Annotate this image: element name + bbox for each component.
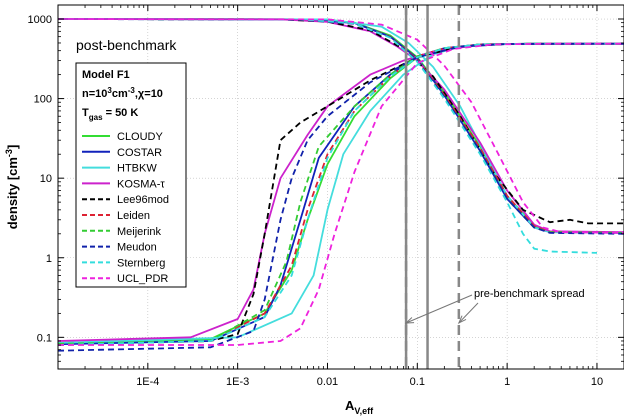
y-tick-label: 10 — [40, 173, 52, 185]
legend-label: COSTAR — [117, 147, 162, 159]
legend-entries: CLOUDY COSTAR HTBKW KOSMA-τ Lee96mod Leiden Me… — [82, 131, 169, 285]
annotation-text: pre-benchmark spread — [474, 288, 585, 300]
series-leiden-fall — [58, 18, 624, 234]
legend-label: KOSMA-τ — [117, 178, 165, 190]
x-tick-label: 1 — [504, 376, 510, 388]
legend-label: Leiden — [117, 210, 150, 222]
legend-label: UCL_PDR — [117, 273, 168, 285]
series-lee96mod-fall — [58, 18, 624, 225]
legend-temperature: Tgas = 50 K — [82, 107, 138, 122]
series-ucl-pdr-rise — [58, 42, 624, 346]
legend-label: Meijerink — [117, 226, 162, 238]
y-axis-title: density [cm-3] — [4, 145, 20, 230]
chart-title: post-benchmark — [76, 37, 177, 53]
annotation-arrowhead — [457, 315, 467, 325]
svg-text:density [cm-3]: density [cm-3] — [4, 145, 20, 230]
y-tick-label: 1 — [46, 253, 52, 265]
x-tick-label: 10 — [591, 376, 603, 388]
legend-density: n=103cm-3,χ=10 — [82, 86, 163, 100]
y-tick-label: 0.1 — [37, 332, 52, 344]
x-tick-label: 0.1 — [410, 376, 425, 388]
series-lines — [58, 18, 624, 352]
vertical-markers — [404, 5, 461, 369]
plot-frame — [57, 4, 624, 370]
x-axis-title: AV,eff — [345, 398, 374, 416]
legend-box — [75, 62, 187, 288]
annotation-arrowhead — [404, 317, 415, 324]
axis-ticks: 1E-4 1E-3 0.01 0.1 1 10 0.1 1 10 100 1000 — [28, 5, 624, 388]
legend-label: Lee96mod — [117, 194, 169, 206]
legend-model: Model F1 — [82, 69, 130, 81]
legend: Model F1 n=103cm-3,χ=10 Tgas = 50 K CLOU… — [75, 62, 187, 288]
series-meudon-fall — [58, 18, 624, 235]
legend-label: Sternberg — [117, 257, 165, 269]
series-sternberg-rise — [58, 42, 624, 346]
x-tick-label: 0.01 — [317, 376, 338, 388]
x-tick-label: 1E-4 — [136, 376, 159, 388]
annotation-arrow — [405, 294, 473, 324]
legend-label: HTBKW — [117, 163, 157, 175]
series-sternberg-fall — [58, 18, 598, 254]
annotation-group: pre-benchmark spread — [404, 288, 585, 325]
series-ucl-pdr-fall — [58, 18, 624, 234]
y-tick-label: 100 — [34, 94, 52, 106]
legend-label: CLOUDY — [117, 131, 164, 143]
legend-label: Meudon — [117, 242, 157, 254]
annotation-arrow — [458, 302, 479, 324]
y-tick-label: 1000 — [28, 14, 52, 26]
x-tick-label: 1E-3 — [226, 376, 249, 388]
series-meijerink-rise — [58, 42, 624, 345]
